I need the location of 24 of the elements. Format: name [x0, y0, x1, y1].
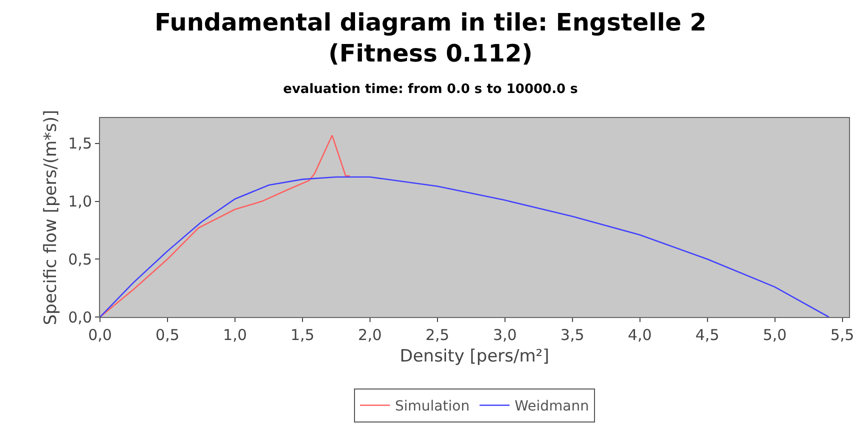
x-tick-label: 3,0 — [492, 326, 517, 344]
y-tick-label: 1,0 — [68, 192, 92, 211]
y-tick-label: 0,5 — [68, 250, 92, 268]
x-tick-label: 2,0 — [358, 326, 382, 344]
x-tick-label: 4,0 — [628, 326, 652, 344]
y-tick-label: 0,0 — [68, 308, 92, 326]
x-tick-label: 1,5 — [290, 326, 314, 344]
x-tick-label: 2,5 — [425, 326, 450, 344]
x-tick-label: 0,5 — [156, 326, 180, 344]
x-tick-label: 3,5 — [560, 326, 584, 344]
x-tick-label: 5,5 — [830, 326, 854, 344]
x-tick-label: 4,5 — [695, 326, 720, 344]
chart-title: Fundamental diagram in tile: Engstelle 2 (Fitness 0.112) — [154, 8, 706, 68]
y-axis-title: Specific flow [pers/(m*s)] — [41, 110, 61, 326]
line-series — [100, 134, 350, 317]
line-series — [100, 176, 830, 317]
x-tick-label: 5,0 — [762, 326, 787, 344]
legend-label: Simulation — [395, 398, 470, 415]
y-tick-label: 1,5 — [68, 134, 92, 153]
legend-label: Weidmann — [514, 398, 589, 415]
x-tick-label: 0,0 — [88, 326, 112, 344]
x-tick-label: 1,0 — [223, 326, 247, 344]
x-axis-title: Density [pers/m²] — [400, 346, 550, 366]
chart-subtitle: evaluation time: from 0.0 s to 10000.0 s — [283, 82, 578, 97]
